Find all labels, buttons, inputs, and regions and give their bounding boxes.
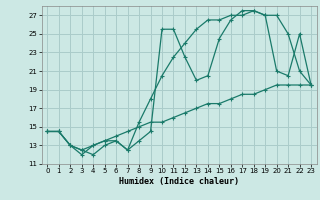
X-axis label: Humidex (Indice chaleur): Humidex (Indice chaleur) [119, 177, 239, 186]
